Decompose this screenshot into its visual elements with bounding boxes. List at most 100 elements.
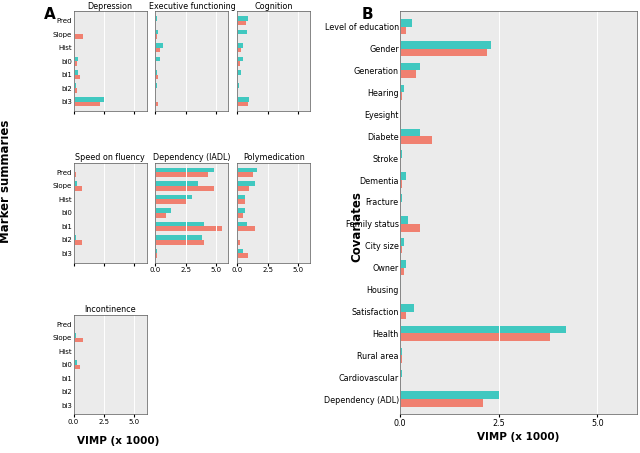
Bar [237, 97, 250, 101]
Bar [156, 249, 157, 253]
Bar [400, 41, 491, 48]
Bar [237, 181, 255, 186]
Text: VIMP (x 1000): VIMP (x 1000) [77, 436, 159, 446]
Bar [237, 34, 239, 39]
Bar [400, 202, 401, 210]
Bar [400, 173, 406, 180]
Bar [156, 186, 214, 191]
Bar [237, 226, 255, 231]
Bar [400, 333, 550, 341]
Bar [237, 43, 243, 48]
Bar [237, 173, 253, 177]
Bar [237, 186, 250, 191]
Bar [237, 208, 244, 213]
Bar [237, 199, 244, 204]
Bar [400, 282, 401, 289]
Bar [400, 63, 420, 71]
Bar [156, 208, 172, 213]
Bar [237, 249, 243, 253]
Bar [74, 61, 77, 66]
Bar [74, 173, 76, 177]
Bar [156, 181, 198, 186]
Bar [400, 289, 401, 297]
Bar [74, 360, 77, 365]
Bar [400, 85, 404, 92]
Bar [237, 88, 239, 93]
Bar [156, 226, 222, 231]
Bar [74, 75, 80, 79]
Bar [400, 158, 401, 166]
Bar [156, 16, 157, 21]
Bar [237, 48, 241, 53]
Bar [237, 240, 239, 245]
Bar [400, 312, 406, 319]
Bar [74, 57, 79, 61]
Bar [74, 101, 100, 106]
Bar [74, 34, 83, 39]
Title: Depression: Depression [88, 1, 132, 10]
Bar [237, 168, 257, 173]
Title: Dependency (IADL): Dependency (IADL) [153, 153, 230, 162]
Bar [237, 61, 240, 66]
Bar [156, 29, 159, 34]
Bar [74, 337, 83, 342]
Bar [237, 83, 239, 88]
Bar [156, 199, 187, 204]
Text: Covariates: Covariates [351, 191, 364, 262]
Bar [74, 199, 76, 204]
Bar [400, 326, 566, 333]
Bar [400, 260, 406, 268]
Bar [156, 213, 166, 217]
Text: B: B [362, 7, 373, 22]
Bar [400, 370, 402, 377]
Bar [400, 377, 401, 385]
Bar [74, 168, 75, 173]
Title: Polymedication: Polymedication [243, 153, 305, 162]
Bar [74, 88, 77, 93]
Bar [74, 83, 76, 88]
Bar [156, 168, 214, 173]
Bar [74, 70, 79, 75]
Bar [74, 333, 76, 337]
Bar [237, 213, 243, 217]
Bar [237, 235, 239, 240]
Bar [74, 347, 75, 351]
Bar [156, 57, 160, 61]
Text: Marker summaries: Marker summaries [0, 120, 12, 243]
Bar [156, 75, 158, 79]
Bar [74, 378, 75, 383]
Bar [74, 195, 76, 199]
Bar [400, 92, 402, 100]
Bar [400, 27, 406, 34]
Bar [400, 136, 432, 144]
Bar [156, 48, 159, 53]
Bar [156, 222, 204, 226]
Bar [400, 114, 401, 122]
Bar [156, 43, 163, 48]
Bar [400, 48, 487, 56]
Bar [400, 238, 404, 246]
Bar [400, 391, 499, 399]
Title: Incontinence: Incontinence [84, 305, 136, 314]
Bar [74, 16, 75, 21]
Bar [400, 347, 402, 355]
Bar [400, 355, 402, 363]
Bar [400, 150, 402, 158]
Bar [400, 399, 483, 407]
Bar [400, 268, 404, 275]
Bar [400, 216, 408, 224]
Bar [74, 235, 76, 240]
Bar [400, 106, 401, 114]
Bar [237, 57, 243, 61]
Bar [74, 97, 104, 101]
Bar [74, 186, 82, 191]
Bar [156, 70, 157, 75]
Bar [400, 129, 420, 136]
Bar [400, 19, 412, 27]
Bar [74, 208, 76, 213]
X-axis label: VIMP (x 1000): VIMP (x 1000) [477, 432, 559, 442]
Bar [156, 101, 159, 106]
Bar [400, 180, 402, 188]
Bar [237, 195, 244, 199]
Bar [74, 226, 75, 231]
